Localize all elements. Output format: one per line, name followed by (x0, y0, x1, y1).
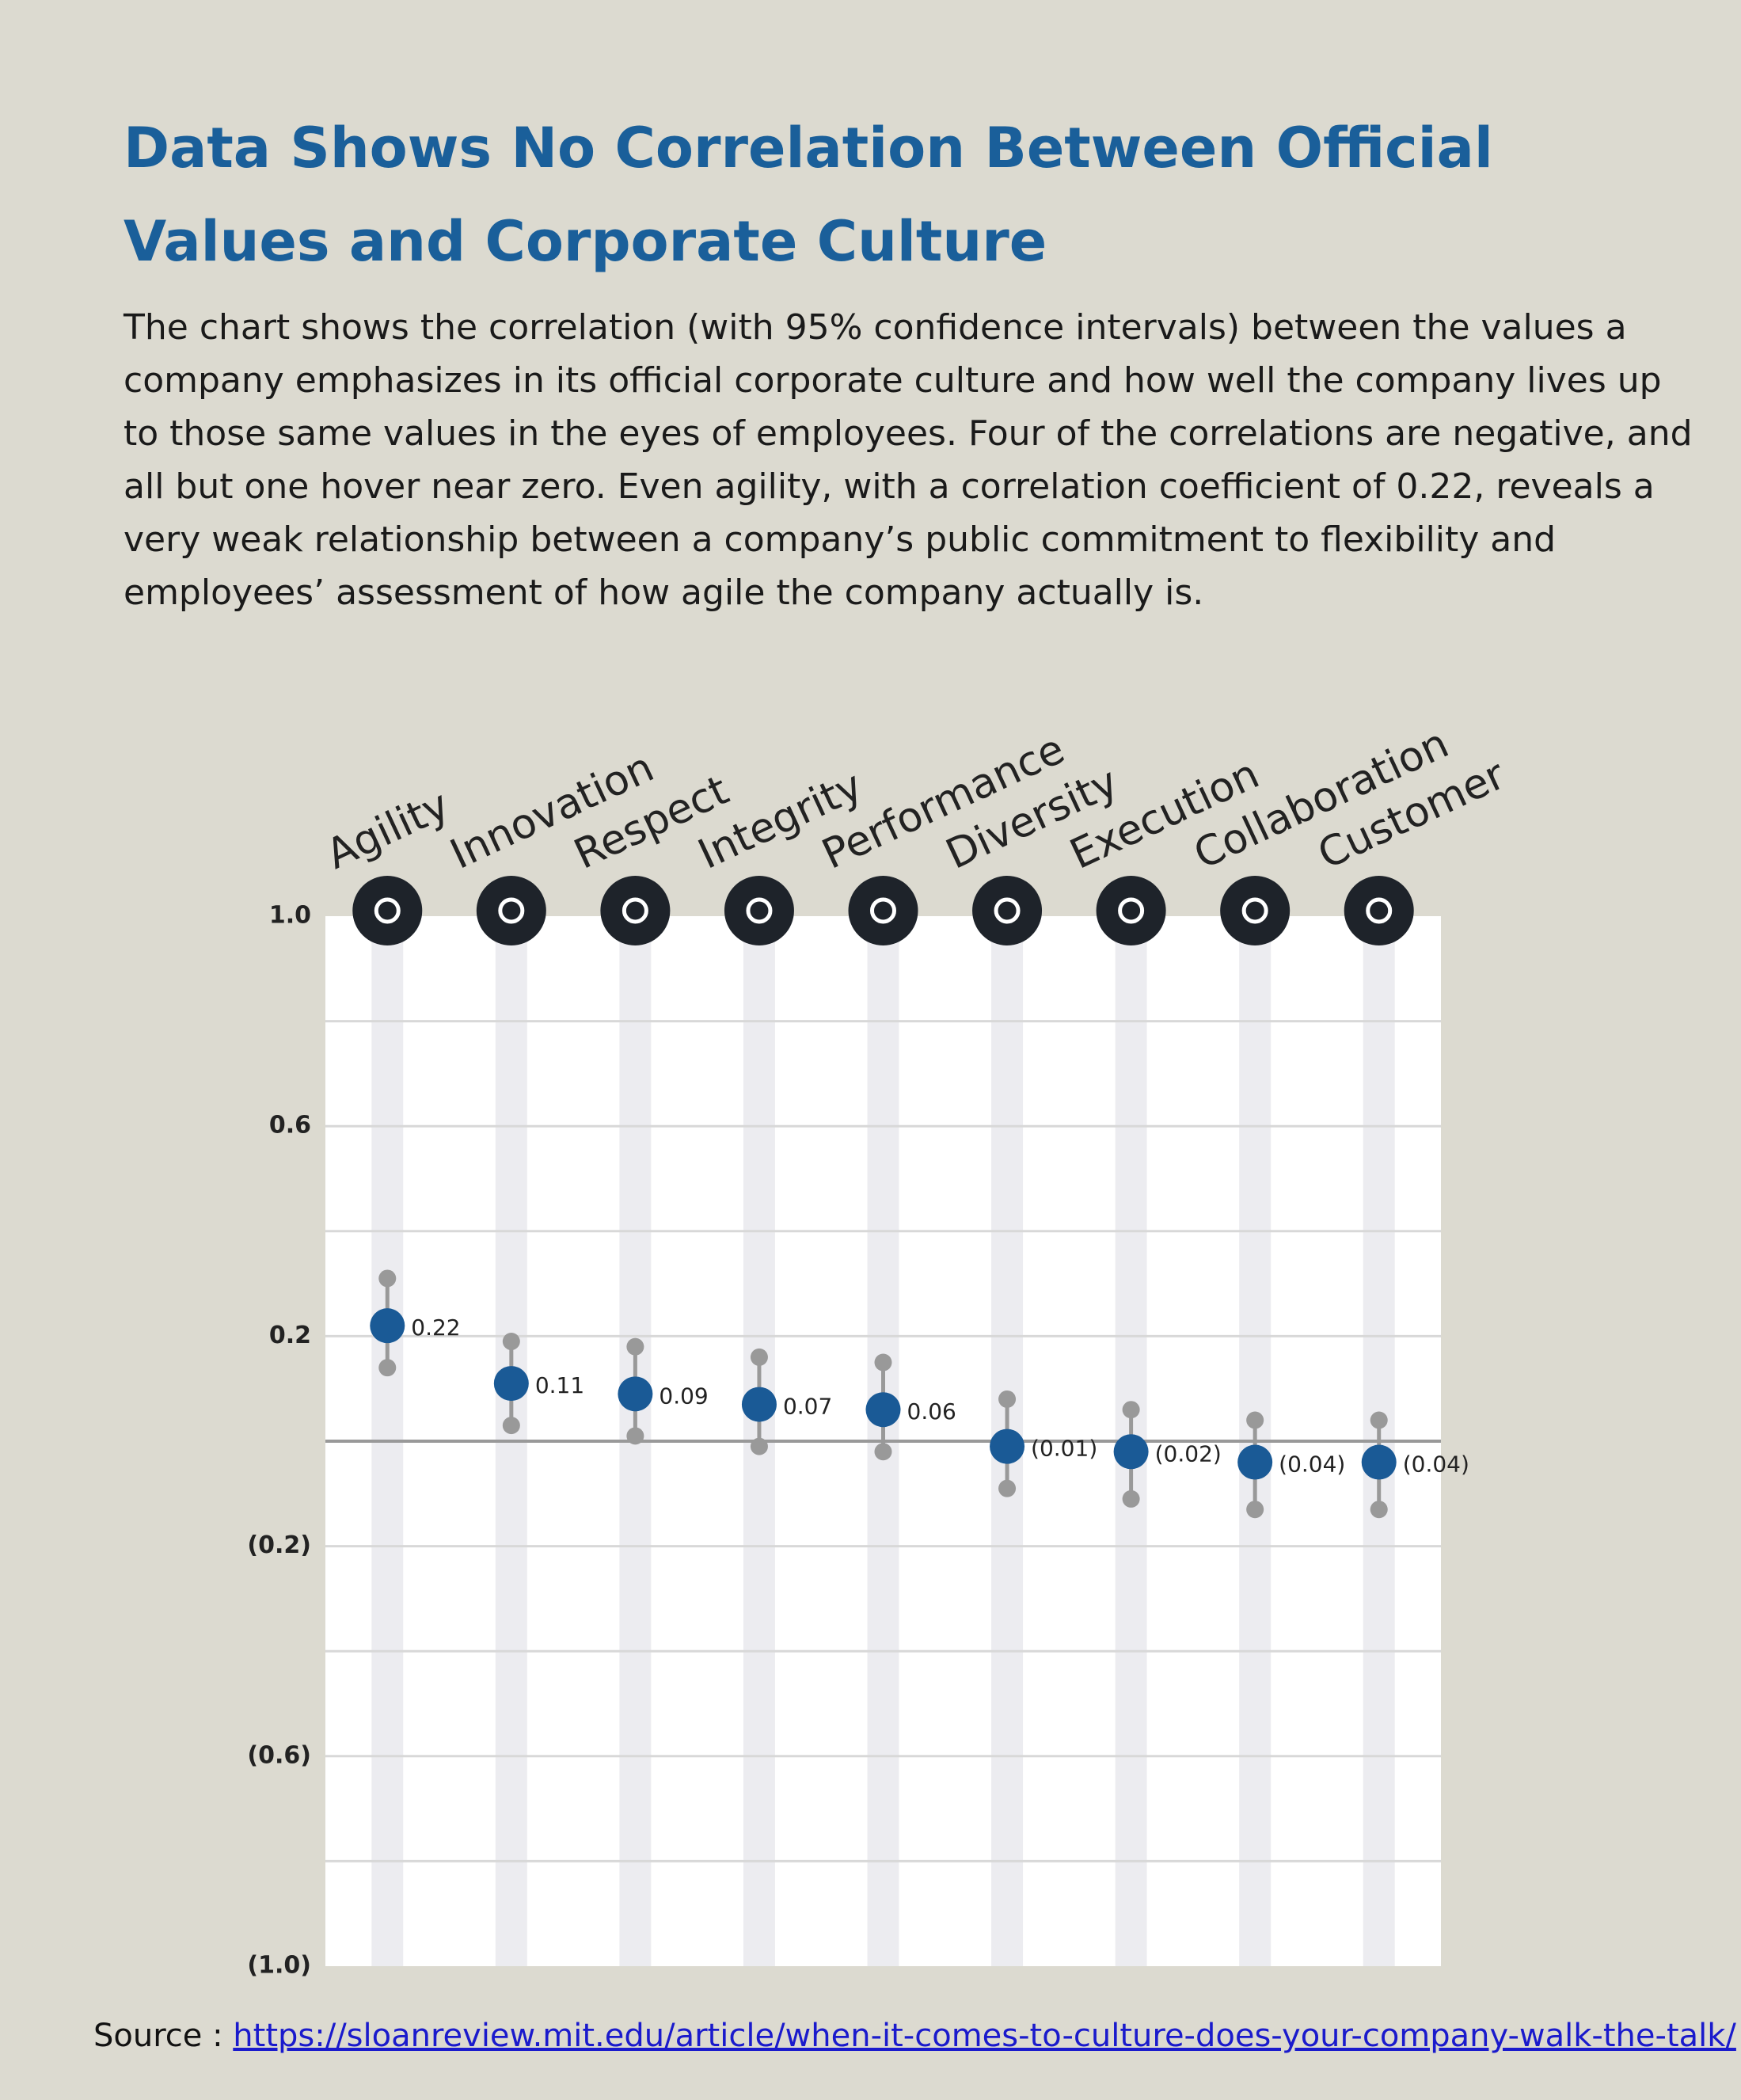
x-tick-label: Agility (319, 781, 456, 878)
dot (1113, 1434, 1149, 1470)
value-label: 0.11 (535, 1372, 584, 1398)
category-icon-glyph (498, 897, 525, 924)
y-tick-label: 0.6 (269, 1112, 311, 1139)
category-icon-glyph (994, 897, 1021, 924)
y-tick-label: (0.6) (247, 1741, 311, 1769)
category-icon (352, 876, 423, 945)
y-tick-label: 1.0 (269, 902, 311, 930)
source-label: Source : (93, 2018, 223, 2054)
category-icon (724, 876, 794, 945)
chart-title: Data Shows No Correlation Between Offici… (124, 116, 1493, 274)
value-label: 0.22 (411, 1314, 460, 1341)
category-icon (476, 876, 546, 945)
y-tick-label: (1.0) (247, 1952, 311, 1980)
category-icon-glyph (374, 897, 401, 924)
dot (865, 1392, 901, 1428)
category-icon (1344, 876, 1414, 945)
y-tick-label: (0.2) (247, 1531, 311, 1559)
error-lower (1246, 1501, 1264, 1519)
error-lower (874, 1443, 892, 1461)
error-upper (1370, 1411, 1388, 1429)
category-icon-glyph (870, 897, 896, 924)
category-icon-glyph (746, 897, 773, 924)
error-upper (626, 1337, 644, 1356)
error-lower (626, 1427, 644, 1445)
error-lower (502, 1417, 520, 1435)
source: Source : https://sloanreview.mit.edu/art… (93, 2018, 1736, 2054)
error-upper (378, 1269, 397, 1288)
error-lower (1370, 1501, 1388, 1519)
category-icon (1096, 876, 1166, 945)
value-label: (0.02) (1155, 1440, 1222, 1467)
value-label: (0.01) (1031, 1436, 1097, 1462)
category-icon (972, 876, 1043, 945)
dot (1237, 1444, 1273, 1480)
error-lower (1122, 1489, 1140, 1508)
category-icon (848, 876, 918, 945)
dot (990, 1429, 1025, 1464)
error-lower (378, 1359, 397, 1377)
value-label: 0.06 (907, 1398, 956, 1425)
y-tick-label: 0.2 (269, 1322, 311, 1349)
dot (370, 1308, 405, 1344)
dot (1361, 1444, 1397, 1480)
dot (493, 1366, 529, 1402)
error-upper (750, 1348, 768, 1366)
category-icon (600, 876, 671, 945)
error-upper (874, 1353, 892, 1371)
error-upper (502, 1333, 520, 1351)
error-lower (750, 1437, 768, 1455)
description: The chart shows the correlation (with 95… (124, 307, 1693, 613)
error-upper (1246, 1411, 1264, 1429)
value-label: 0.09 (659, 1383, 708, 1409)
category-icon-glyph (622, 897, 648, 924)
value-label: (0.04) (1403, 1451, 1469, 1478)
category-icon-glyph (1241, 897, 1268, 924)
value-label: (0.04) (1279, 1451, 1345, 1478)
error-upper (1122, 1401, 1140, 1419)
error-lower (998, 1479, 1017, 1497)
dot (618, 1376, 653, 1412)
source-link[interactable]: https://sloanreview.mit.edu/article/when… (233, 2018, 1736, 2054)
dot (741, 1387, 777, 1422)
category-icon-glyph (1118, 897, 1145, 924)
value-label: 0.07 (783, 1394, 832, 1420)
category-icon-glyph (1366, 897, 1393, 924)
error-upper (998, 1390, 1017, 1408)
category-icon (1220, 876, 1291, 945)
